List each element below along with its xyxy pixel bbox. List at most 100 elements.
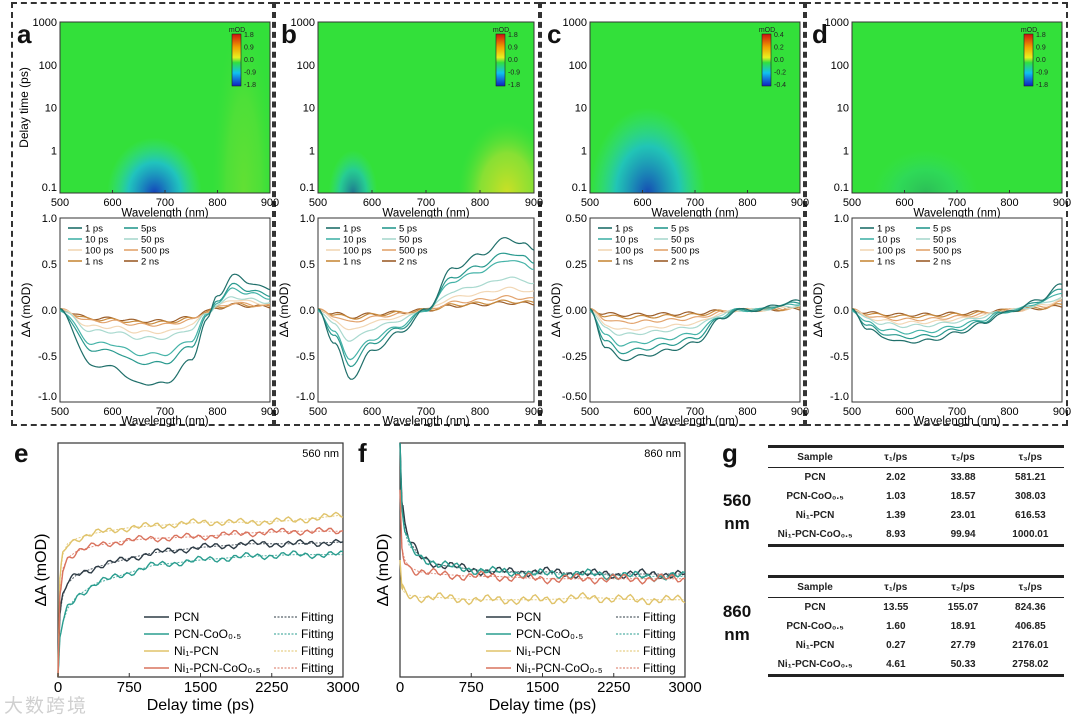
- x-tick-label: 600: [895, 197, 913, 209]
- table-header-row: Sample τ₁/ps τ₂/ps τ₃/ps: [768, 578, 1064, 597]
- lifetime-table-560nm: Sample τ₁/ps τ₂/ps τ₃/ps PCN 2.02 33.88 581.21 P…: [768, 445, 1064, 547]
- x-tick-label: 700: [686, 406, 704, 418]
- legend-label: 1 ns: [343, 257, 361, 268]
- x-axis-label: Wavelength (nm): [382, 416, 469, 428]
- legend-label: 500 ps: [141, 246, 170, 257]
- spectrum-line-1ps: [589, 299, 801, 362]
- kinetics-frame: [399, 442, 686, 678]
- y-tick-label: -0.5: [830, 351, 849, 363]
- y-tick-label: 0.1: [834, 182, 849, 194]
- y-axis-label: Delay time (ps): [17, 67, 31, 148]
- y-tick-label: 0.1: [300, 182, 315, 194]
- table-top-rule: [768, 575, 1064, 578]
- x-tick-label: 900: [261, 197, 279, 209]
- spectrum-line-500ps: [59, 301, 271, 327]
- table-cell: 2.02: [886, 472, 906, 483]
- legend-label: 2 ns: [141, 257, 159, 268]
- panel-e: PCN Fitting PCN-CoO₀.₅ Fitting Ni₁-PCN Fittin…: [33, 442, 360, 714]
- spectrum-line-100ps: [851, 297, 1063, 325]
- panel-c-frame: [540, 2, 805, 426]
- table-cell: 1.39: [886, 510, 906, 521]
- legend-label: 1 ps: [343, 224, 361, 235]
- fitting-curve: [399, 559, 685, 601]
- legend-fit-label: Fitting: [643, 627, 676, 641]
- spectrum-line-50ps: [851, 296, 1063, 329]
- panel-a-frame: [11, 2, 274, 426]
- y-tick-label: -0.5: [38, 351, 57, 363]
- y-tick-label: 10: [45, 103, 57, 115]
- y-tick-label: 0.1: [42, 182, 57, 194]
- x-axis-label: Wavelength (nm): [913, 416, 1000, 428]
- x-tick-label: 800: [471, 406, 489, 418]
- y-tick-label: 1.0: [834, 213, 849, 225]
- colorbar: [495, 33, 506, 87]
- x-tick-label: 800: [1000, 197, 1018, 209]
- absorption-feature: [458, 120, 534, 193]
- legend-label: PCN-CoO₀.₅: [516, 627, 583, 641]
- table-row: PCN 13.55 155.07 824.36: [768, 598, 1064, 617]
- spectrum-line-1ps: [317, 237, 535, 380]
- colorbar: [1023, 33, 1034, 87]
- x-tick-label: 700: [948, 406, 966, 418]
- fitting-curve: [399, 489, 685, 580]
- heatmap-a: [60, 22, 270, 193]
- table-cell: 18.57: [950, 491, 976, 502]
- colorbar-tick-label: -1.8: [508, 82, 520, 89]
- legend-label: PCN: [516, 610, 541, 624]
- x-tick-label: 700: [686, 197, 704, 209]
- colorbar-title: mOD: [1021, 27, 1037, 34]
- table-cell: 50.33: [950, 659, 976, 670]
- x-tick-label: 3000: [668, 679, 701, 696]
- colorbar-tick-label: 0.0: [774, 57, 784, 64]
- x-tick-label: 600: [103, 197, 121, 209]
- bleach-feature: [107, 137, 202, 193]
- x-tick-label: 900: [525, 197, 543, 209]
- kinetic-trace: [399, 559, 686, 606]
- legend-fit-label: Fitting: [643, 610, 676, 624]
- x-tick-label: 600: [363, 406, 381, 418]
- column-header: Sample: [797, 452, 833, 463]
- y-tick-label: -0.50: [562, 391, 587, 403]
- spectrum-line-1ps: [851, 283, 1063, 344]
- watermark: 大数跨境: [4, 695, 89, 717]
- spectra-frame: [59, 217, 271, 403]
- table-cell: 1.03: [886, 491, 906, 502]
- colorbar-tick-label: -0.2: [774, 70, 786, 77]
- table-cell: Ni₁-PCN: [795, 510, 835, 521]
- y-tick-label: -1.0: [296, 391, 315, 403]
- bleach-feature: [873, 150, 978, 193]
- y-tick-label: 0.5: [300, 259, 315, 271]
- legend-label: 1 ps: [877, 224, 895, 235]
- column-header: τ₂/ps: [951, 582, 975, 593]
- panel-label-g: g: [722, 438, 738, 468]
- legend-label: 5 ps: [933, 224, 951, 235]
- table-860-wavelength-label: 860 nm: [712, 601, 762, 647]
- y-tick-label: 1: [51, 145, 57, 157]
- legend-fit-label: Fitting: [301, 644, 334, 658]
- table-cell: 0.27: [886, 640, 906, 651]
- table-cell: PCN: [804, 472, 826, 483]
- legend-fit-label: Fitting: [643, 644, 676, 658]
- y-tick-label: -1.0: [830, 391, 849, 403]
- x-axis-label: Wavelength (nm): [651, 208, 738, 220]
- legend-fit-label: Fitting: [643, 661, 676, 675]
- x-tick-label: 750: [117, 679, 142, 696]
- table-cell: 18.91: [950, 621, 976, 632]
- colorbar-tick-label: 0.0: [508, 57, 518, 64]
- table-cell: 8.93: [886, 529, 906, 540]
- legend-label: 1 ns: [85, 257, 103, 268]
- table-cell: 155.07: [947, 602, 979, 613]
- x-tick-label: 2250: [597, 679, 630, 696]
- y-tick-label: 0.0: [834, 305, 849, 317]
- x-tick-label: 600: [633, 197, 651, 209]
- spectrum-line-5ps: [317, 252, 535, 368]
- column-header: Sample: [797, 582, 833, 593]
- x-axis-label: Wavelength (nm): [913, 208, 1000, 220]
- y-axis-label: ΔA (mOD): [811, 283, 825, 338]
- colorbar-tick-label: 0.0: [1036, 57, 1046, 64]
- colorbar-tick-label: -1.8: [1036, 82, 1048, 89]
- legend-label: 1 ps: [85, 224, 103, 235]
